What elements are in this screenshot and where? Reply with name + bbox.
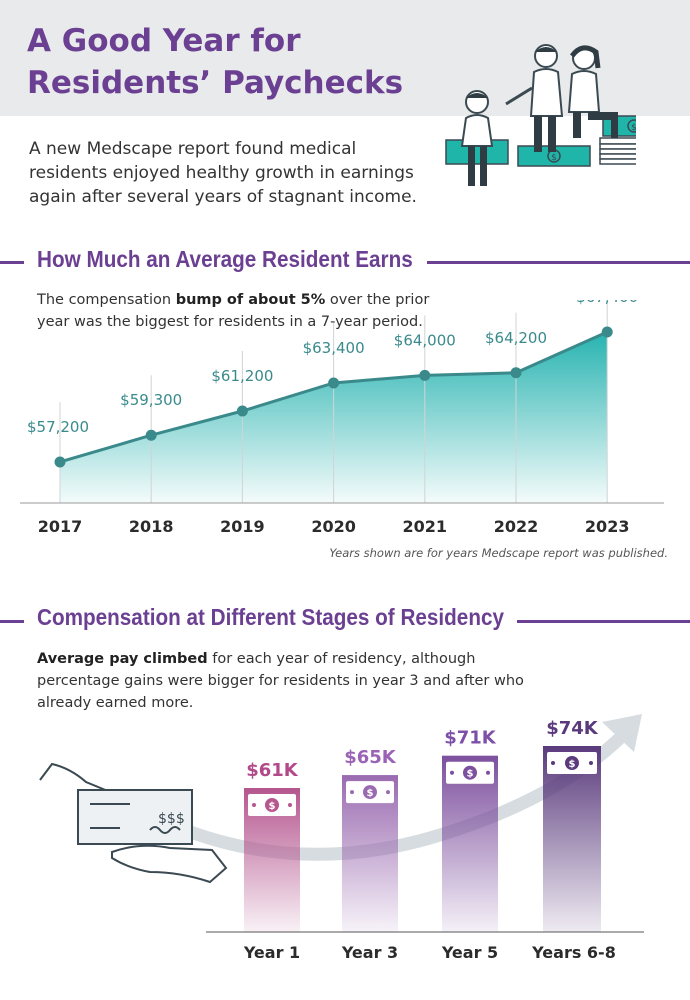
bill-dot-icon <box>350 790 354 795</box>
heading-rule-right <box>427 261 690 264</box>
x-tick-label: 2021 <box>403 517 448 536</box>
stages-desc-bold: Average pay climbed <box>37 651 208 667</box>
dollar-coin-icon <box>363 785 377 800</box>
heading-rule-left <box>0 261 24 264</box>
growth-arrowhead-icon <box>602 714 642 752</box>
stages-description: Average pay climbed for each year of res… <box>37 648 557 714</box>
bar-category-label: Year 5 <box>441 943 498 962</box>
svg-text:$: $ <box>631 123 636 133</box>
dollar-coin-icon <box>565 756 579 770</box>
bill-dot-icon <box>252 803 256 807</box>
bill-dot-icon <box>288 803 292 807</box>
section-title-earnings: How Much an Average Resident Earns <box>37 246 413 272</box>
intro-text: A new Medscape report found medical resi… <box>29 139 417 207</box>
earnings-area-chart: $57,200 2017 $59,300 2018 $61,200 2019 $63,400… <box>20 300 664 536</box>
data-label: $67,400 <box>576 300 638 306</box>
data-point <box>328 377 340 389</box>
x-tick-label: 2022 <box>494 517 539 536</box>
residency-bar-chart: $$$ $ $61K Year 1 $ $65K Year 3 $ $71K Year 5 $ $7… <box>39 714 644 962</box>
page-title: A Good Year for Residents’ Paychecks <box>27 20 403 104</box>
bar-value-label: $61K <box>246 760 299 781</box>
bar <box>442 755 498 932</box>
dollar-sign-glyph: $ <box>367 788 374 799</box>
dollar-coin-icon <box>265 798 279 812</box>
section-title-stages: Compensation at Different Stages of Resi… <box>37 604 505 630</box>
check-amount: $$$ <box>158 811 185 827</box>
bar-category-label: Year 3 <box>341 943 398 962</box>
data-point <box>54 456 66 468</box>
svg-text:$: $ <box>551 153 557 163</box>
doctor-female-icon <box>567 45 618 138</box>
earnings-desc-bold: bump of about 5% <box>175 292 326 308</box>
bill-dot-icon <box>386 790 390 795</box>
data-point <box>236 405 248 417</box>
bill-dot-icon <box>551 761 555 765</box>
doctors-illustration: $ $ <box>445 44 636 186</box>
x-tick-label: 2020 <box>311 517 356 536</box>
data-label: $64,200 <box>485 329 547 347</box>
dollar-coin-icon <box>463 765 477 780</box>
data-point <box>601 326 613 338</box>
data-label: $57,200 <box>27 418 89 436</box>
dollar-sign-glyph: $ <box>467 769 474 780</box>
heading-rule-right-2 <box>517 620 690 623</box>
x-tick-label: 2023 <box>585 517 630 536</box>
data-label: $59,300 <box>120 391 182 409</box>
x-tick-label: 2017 <box>38 517 83 536</box>
x-tick-label: 2019 <box>220 517 265 536</box>
doctor-small-icon <box>460 90 494 186</box>
data-label: $63,400 <box>303 339 365 357</box>
data-label: $61,200 <box>211 367 273 385</box>
bar-value-label: $65K <box>344 747 397 768</box>
bill-dot-icon <box>450 770 454 775</box>
title-line-1: A Good Year for <box>27 23 301 59</box>
stages-desc-post: for each year of residency, although per… <box>37 651 524 711</box>
bar-category-label: Years 6-8 <box>531 943 616 962</box>
data-label: $64,000 <box>394 331 456 349</box>
earnings-desc-pre: The compensation <box>37 292 176 308</box>
bar <box>543 746 601 932</box>
x-tick-label: 2018 <box>129 517 174 536</box>
bill-dot-icon <box>486 770 490 775</box>
bar-category-label: Year 1 <box>243 943 300 962</box>
earnings-desc-post: over the prior year was the biggest for … <box>37 292 430 330</box>
data-point <box>419 369 431 381</box>
data-point <box>145 429 157 441</box>
heading-rule-left-2 <box>0 620 24 623</box>
dollar-sign-glyph: $ <box>569 759 576 770</box>
title-line-2: Residents’ Paychecks <box>27 65 404 101</box>
data-point <box>510 367 522 379</box>
hands-check-icon <box>39 762 228 884</box>
bar-value-label: $71K <box>444 728 497 749</box>
earnings-description: The compensation bump of about 5% over t… <box>37 289 457 333</box>
bar-value-label: $74K <box>546 718 599 739</box>
chart-footnote: Years shown are for years Medscape repor… <box>329 546 668 560</box>
doctor-male-icon <box>505 44 564 152</box>
dollar-sign-glyph: $ <box>269 801 276 812</box>
bill-dot-icon <box>589 761 593 765</box>
